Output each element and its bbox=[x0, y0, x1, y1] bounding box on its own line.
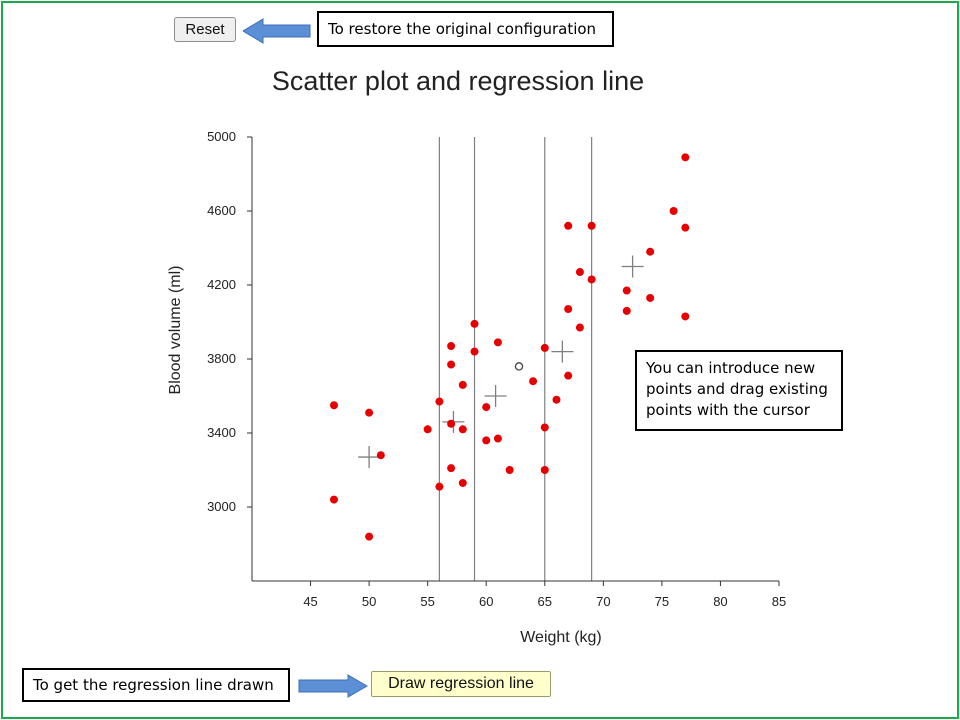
data-point[interactable] bbox=[681, 153, 690, 162]
points-callout: You can introduce new points and drag ex… bbox=[635, 350, 843, 431]
data-point[interactable] bbox=[447, 464, 456, 473]
x-tick-label: 85 bbox=[772, 594, 786, 609]
group-mean-marker bbox=[484, 385, 507, 407]
data-point[interactable] bbox=[622, 306, 631, 315]
data-point[interactable] bbox=[529, 377, 538, 386]
data-point[interactable] bbox=[540, 423, 549, 432]
x-tick-label: 45 bbox=[303, 594, 317, 609]
data-point[interactable] bbox=[423, 425, 432, 434]
x-tick-label: 80 bbox=[713, 594, 727, 609]
y-ticks: 3000 3400 3800 4200 4600 5000 bbox=[207, 129, 252, 514]
x-tick-label: 75 bbox=[655, 594, 669, 609]
x-tick-label: 55 bbox=[420, 594, 434, 609]
y-tick-label: 4600 bbox=[207, 203, 236, 218]
arrow-left-icon bbox=[243, 18, 311, 44]
regression-callout: To get the regression line drawn bbox=[22, 668, 290, 702]
data-point[interactable] bbox=[564, 305, 573, 314]
x-tick-label: 70 bbox=[596, 594, 610, 609]
data-point[interactable] bbox=[575, 323, 584, 332]
data-point[interactable] bbox=[493, 338, 502, 347]
data-point[interactable] bbox=[447, 360, 456, 369]
overall-mean bbox=[514, 362, 524, 371]
data-point[interactable] bbox=[575, 268, 584, 277]
data-point[interactable] bbox=[329, 401, 338, 410]
data-point[interactable] bbox=[435, 397, 444, 406]
overall-mean-marker bbox=[514, 362, 524, 371]
data-point[interactable] bbox=[681, 312, 690, 321]
data-point[interactable] bbox=[540, 343, 549, 352]
data-point[interactable] bbox=[447, 419, 456, 428]
data-point[interactable] bbox=[505, 466, 514, 474]
data-point[interactable] bbox=[681, 223, 690, 232]
x-tick-label: 60 bbox=[479, 594, 493, 609]
x-tick-label: 50 bbox=[362, 594, 376, 609]
data-point[interactable] bbox=[587, 275, 596, 284]
y-tick-label: 5000 bbox=[207, 129, 236, 144]
arrow-right-icon bbox=[298, 674, 368, 698]
data-point[interactable] bbox=[458, 380, 467, 389]
data-point[interactable] bbox=[376, 451, 385, 460]
reset-button[interactable]: Reset bbox=[174, 17, 236, 42]
group-mean-marker bbox=[551, 340, 574, 363]
data-point[interactable] bbox=[540, 466, 549, 474]
y-tick-label: 3800 bbox=[207, 351, 236, 366]
data-point[interactable] bbox=[458, 478, 467, 487]
data-point[interactable] bbox=[493, 434, 502, 443]
data-points[interactable] bbox=[329, 153, 690, 541]
x-axis-label: Weight (kg) bbox=[520, 629, 602, 646]
data-point[interactable] bbox=[552, 395, 561, 404]
group-mean-marker bbox=[358, 446, 381, 469]
reset-callout: To restore the original configuration bbox=[317, 11, 614, 47]
data-point[interactable] bbox=[669, 207, 678, 215]
data-point[interactable] bbox=[458, 425, 467, 434]
x-tick-label: 65 bbox=[538, 594, 552, 609]
y-axis-label: Blood volume (ml) bbox=[167, 266, 184, 395]
data-point[interactable] bbox=[470, 319, 479, 328]
data-point[interactable] bbox=[564, 221, 573, 230]
group-boundaries bbox=[438, 137, 593, 581]
data-point[interactable] bbox=[329, 495, 338, 504]
chart-title: Scatter plot and regression line bbox=[272, 66, 644, 96]
data-point[interactable] bbox=[646, 247, 655, 256]
data-point[interactable] bbox=[365, 408, 374, 417]
data-point[interactable] bbox=[482, 403, 491, 412]
data-point[interactable] bbox=[365, 532, 374, 541]
data-point[interactable] bbox=[587, 221, 596, 230]
scatter-chart[interactable]: Scatter plot and regression line 45 50 55 6… bbox=[150, 60, 810, 660]
group-mean-marker bbox=[621, 255, 644, 278]
x-ticks: 45 50 55 60 65 70 75 80 85 bbox=[303, 581, 786, 609]
data-point[interactable] bbox=[482, 436, 491, 445]
data-point[interactable] bbox=[470, 347, 479, 356]
y-tick-label: 3000 bbox=[207, 499, 236, 514]
data-point[interactable] bbox=[435, 482, 444, 491]
y-tick-label: 3400 bbox=[207, 425, 236, 440]
draw-regression-button[interactable]: Draw regression line bbox=[371, 671, 551, 697]
data-point[interactable] bbox=[564, 371, 573, 380]
data-point[interactable] bbox=[447, 342, 456, 351]
data-point[interactable] bbox=[646, 293, 655, 302]
y-tick-label: 4200 bbox=[207, 277, 236, 292]
data-point[interactable] bbox=[622, 286, 631, 295]
